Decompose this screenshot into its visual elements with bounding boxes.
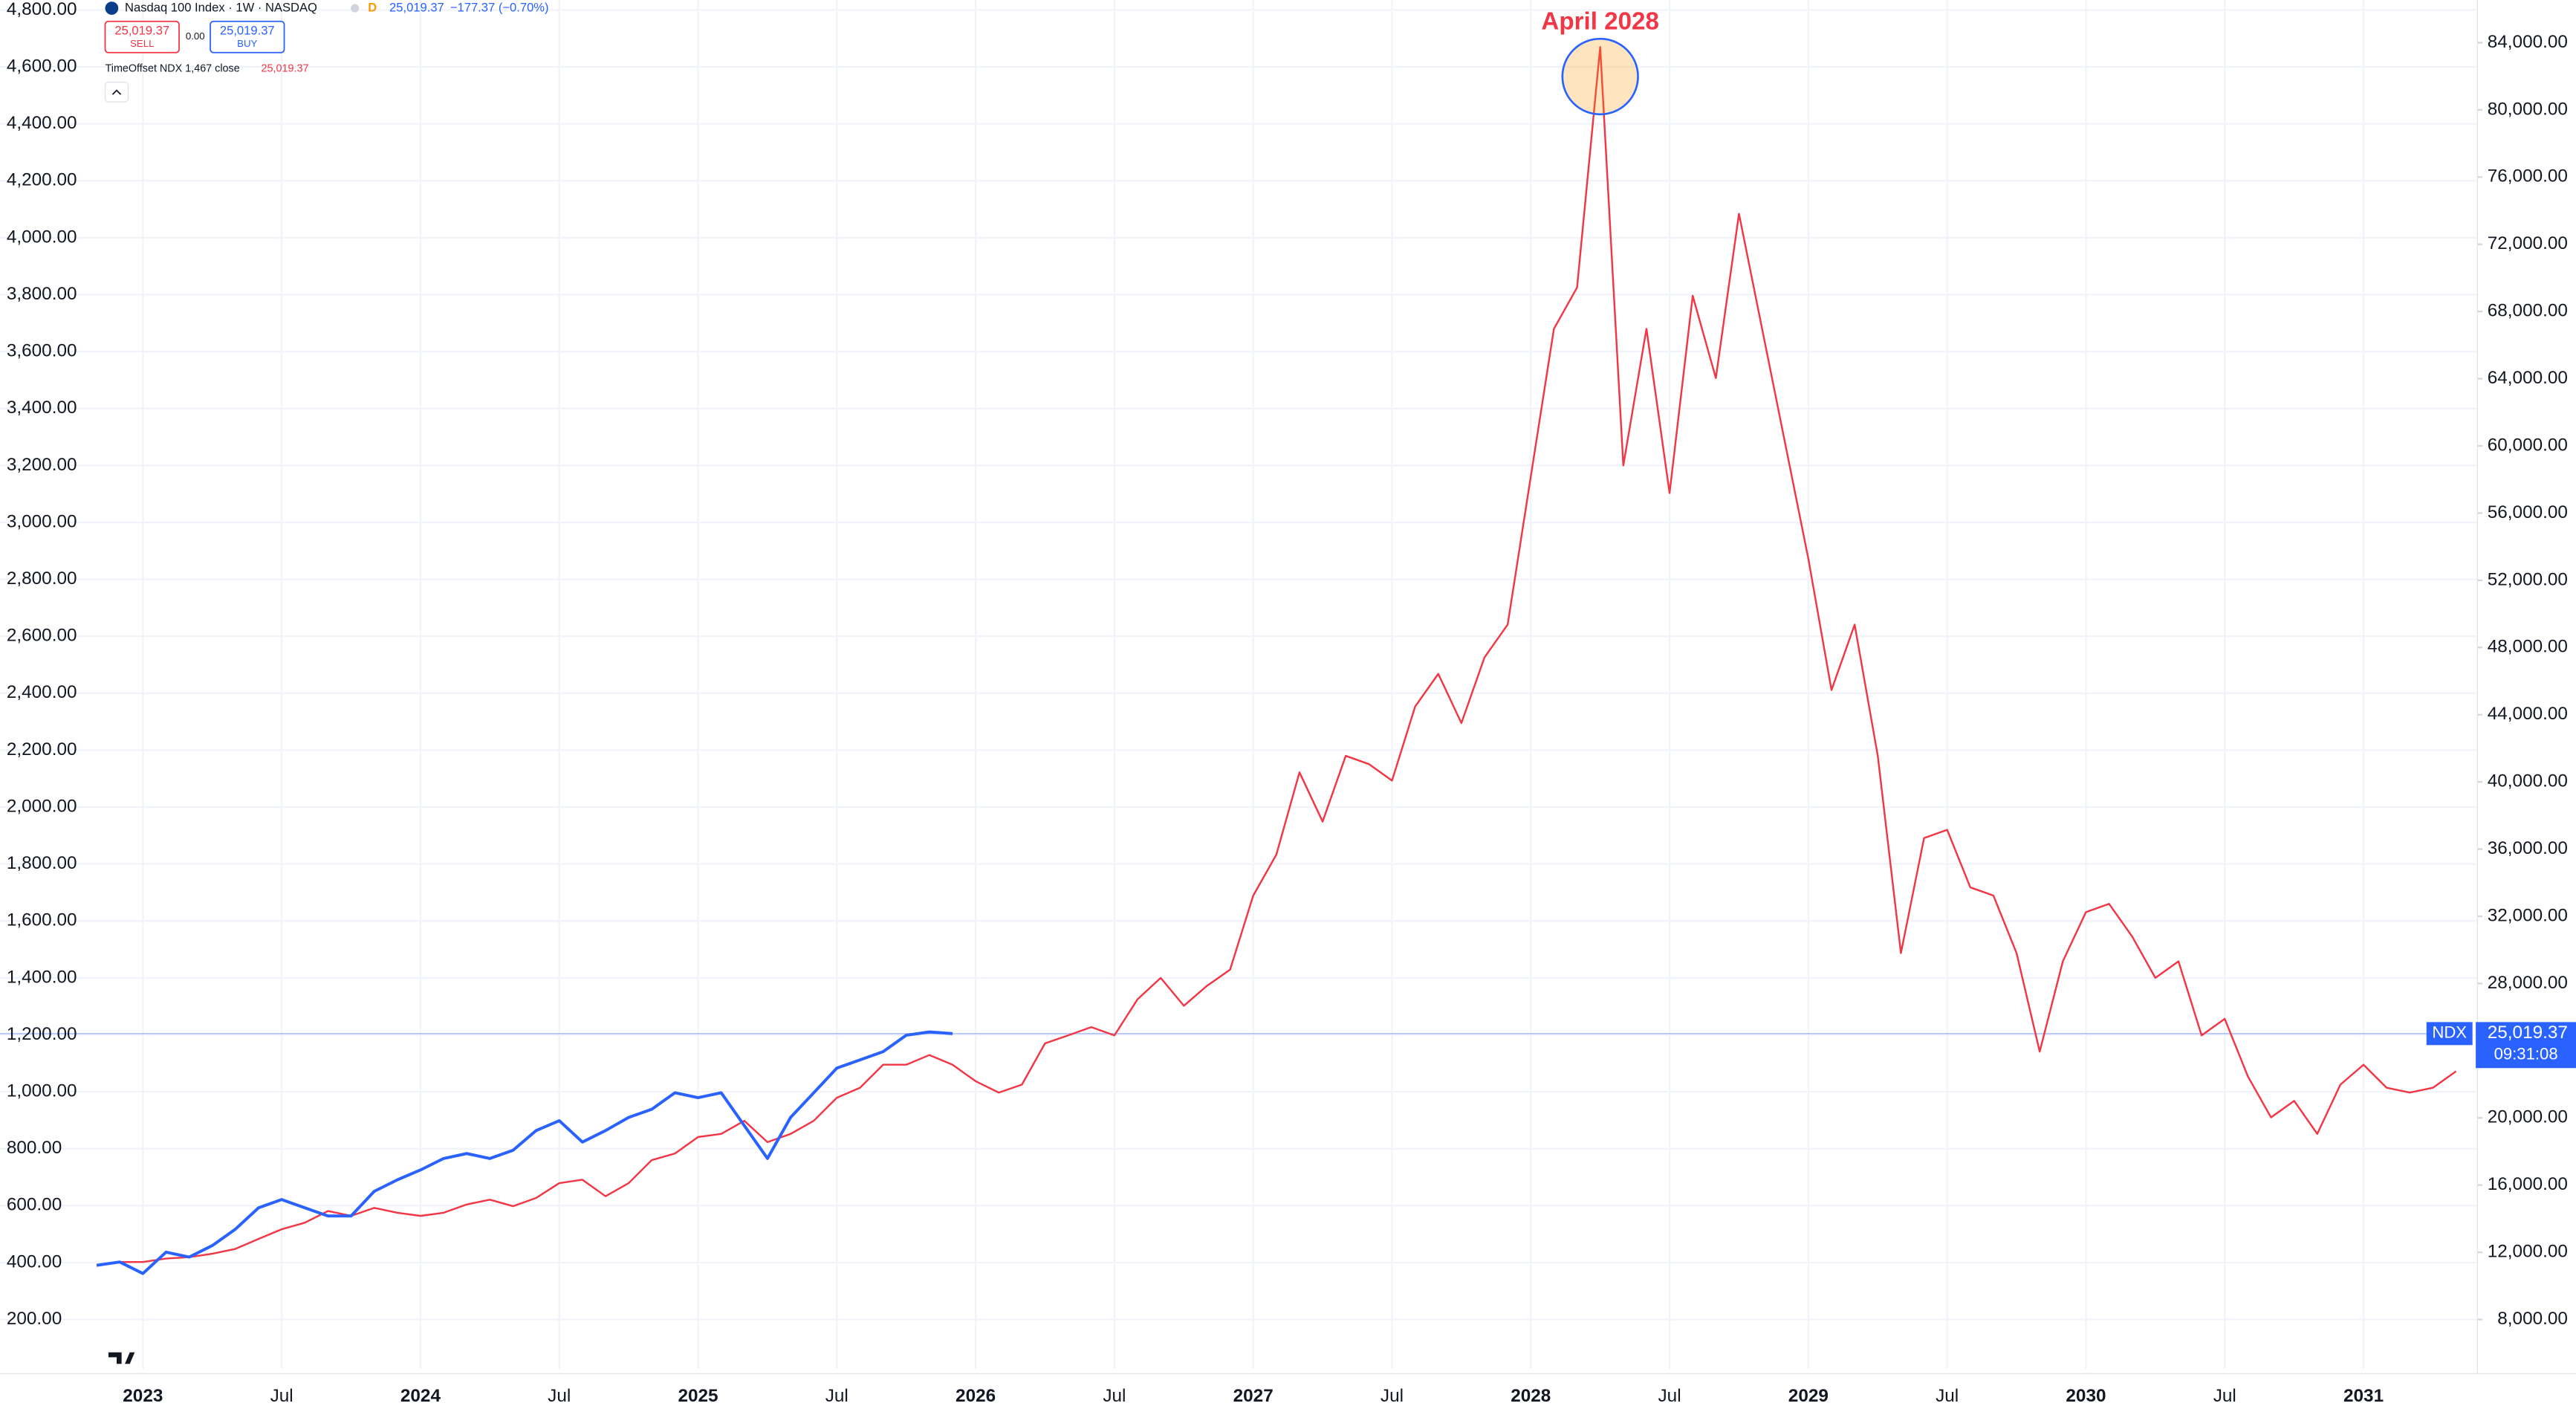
x-tick-label: 2029 — [1788, 1386, 1829, 1406]
x-tick-label: Jul — [548, 1386, 571, 1406]
y2-tick-label: 64,000.00 — [2488, 368, 2568, 388]
x-tick-label: 2031 — [2343, 1386, 2384, 1406]
series-line — [96, 45, 2457, 1266]
price-tag — [2476, 1022, 2576, 1069]
last-price: 25,019.37 — [389, 0, 444, 14]
y2-tick-label: 84,000.00 — [2488, 32, 2568, 52]
chevron-icon — [111, 89, 122, 95]
grid — [0, 0, 2478, 1369]
buy-label: BUY — [237, 38, 257, 49]
status-dot — [351, 4, 360, 13]
y2-tick-label: 28,000.00 — [2488, 973, 2568, 993]
x-tick-label: Jul — [1381, 1386, 1404, 1406]
y-tick-label: 3,800.00 — [7, 284, 77, 304]
y-tick-label: 1,800.00 — [7, 853, 77, 873]
symbol-tag-label: NDX — [2432, 1023, 2467, 1042]
y2-tick-label: 32,000.00 — [2488, 905, 2568, 925]
y-tick-label: 600.00 — [7, 1195, 62, 1215]
y-tick-label: 4,200.00 — [7, 170, 77, 190]
x-tick-label: Jul — [2213, 1386, 2236, 1406]
y-tick-label: 4,000.00 — [7, 227, 77, 247]
x-tick-label: Jul — [270, 1386, 293, 1406]
x-tick-label: 2023 — [123, 1386, 163, 1406]
buy-button[interactable] — [210, 20, 285, 54]
x-tick-label: 2028 — [1511, 1386, 1551, 1406]
x-tick-label: 2025 — [678, 1386, 718, 1406]
x-tick-label: 2027 — [1233, 1386, 1274, 1406]
y-tick-label: 4,600.00 — [7, 56, 77, 76]
series-line — [96, 1030, 953, 1275]
x-tick-label: 2026 — [956, 1386, 996, 1406]
y-tick-label: 1,000.00 — [7, 1081, 77, 1101]
symbol-icon — [105, 1, 119, 15]
y-tick-label: 800.00 — [7, 1138, 62, 1158]
y-tick-label: 200.00 — [7, 1309, 62, 1329]
countdown: 09:31:08 — [2494, 1044, 2558, 1063]
annotation: April 2028 — [1541, 8, 1659, 36]
y-tick-label: 3,000.00 — [7, 511, 77, 531]
y2-tick-label: 72,000.00 — [2488, 233, 2568, 253]
y2-tick-label: 60,000.00 — [2488, 435, 2568, 455]
y-tick-label: 4,400.00 — [7, 113, 77, 133]
y-tick-label: 2,000.00 — [7, 796, 77, 816]
logo — [108, 1352, 135, 1364]
y-tick-label: 2,800.00 — [7, 569, 77, 589]
y-tick-label: 3,400.00 — [7, 398, 77, 418]
y2-tick-label: 48,000.00 — [2488, 637, 2568, 657]
symbol-title: Nasdaq 100 Index · 1W · NASDAQ — [125, 0, 317, 14]
collapse-button[interactable] — [104, 81, 129, 103]
y2-tick-label: 8,000.00 — [2497, 1309, 2568, 1329]
x-tick-label: Jul — [1936, 1386, 1959, 1406]
y2-tick-label: 12,000.00 — [2488, 1242, 2568, 1262]
y-tick-label: 400.00 — [7, 1251, 62, 1272]
y-tick-label: 4,800.00 — [7, 0, 77, 19]
y-tick-label: 3,200.00 — [7, 455, 77, 475]
x-tick-label: Jul — [1658, 1386, 1681, 1406]
y-tick-label: 1,200.00 — [7, 1024, 77, 1044]
y-tick-label: 1,400.00 — [7, 967, 77, 987]
symbol-tag — [2426, 1022, 2473, 1046]
annotation-circle — [1561, 37, 1639, 116]
y-tick-label: 2,400.00 — [7, 682, 77, 702]
legend-value: 25,019.37 — [262, 63, 309, 75]
spread: 0.00 — [186, 30, 205, 42]
plot: April 2028 — [0, 8, 2457, 1275]
y-tick-label: 3,600.00 — [7, 341, 77, 361]
y2-tick-label: 68,000.00 — [2488, 301, 2568, 321]
legend-name: TimeOffset NDX 1,467 close — [106, 63, 240, 75]
x-tick-label: 2030 — [2066, 1386, 2106, 1406]
y-tick-label: 1,600.00 — [7, 910, 77, 930]
price-tag-label: 25,019.37 — [2488, 1023, 2568, 1043]
y2-tick-label: 16,000.00 — [2488, 1174, 2568, 1194]
header: Nasdaq 100 Index · 1W · NASDAQ D 25,019.… — [104, 0, 549, 1364]
y2-tick-label: 56,000.00 — [2488, 502, 2568, 522]
y2-tick-label: 36,000.00 — [2488, 838, 2568, 858]
sell-button[interactable] — [104, 20, 180, 54]
x-tick-label: Jul — [1103, 1386, 1126, 1406]
y2-tick-label: 76,000.00 — [2488, 166, 2568, 187]
y2-tick-label: 20,000.00 — [2488, 1107, 2568, 1127]
y-tick-label: 2,600.00 — [7, 626, 77, 646]
y2-tick-label: 80,000.00 — [2488, 99, 2568, 119]
y-tick-label: 2,200.00 — [7, 739, 77, 759]
y2-tick-label: 44,000.00 — [2488, 704, 2568, 724]
sell-label: SELL — [130, 38, 154, 49]
x-tick-label: Jul — [825, 1386, 849, 1406]
y2-tick-label: 40,000.00 — [2488, 771, 2568, 791]
buy-price: 25,019.37 — [220, 23, 275, 37]
y2-tick-label: 52,000.00 — [2488, 569, 2568, 589]
x-tick-label: 2024 — [400, 1386, 441, 1406]
sell-price: 25,019.37 — [114, 23, 169, 37]
price-change: −177.37 (−0.70%) — [450, 0, 549, 14]
session: D — [368, 0, 377, 14]
